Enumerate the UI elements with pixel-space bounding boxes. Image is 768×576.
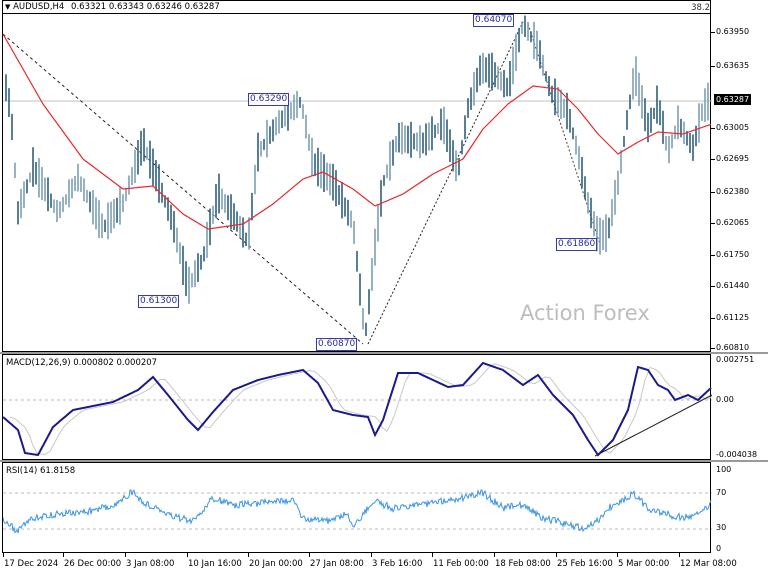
time-axis-tick: [617, 552, 618, 557]
rsi-axis-30: 30: [716, 523, 727, 532]
time-axis-tick: [125, 552, 126, 557]
annotation-low-61860[interactable]: 0.61860: [556, 238, 598, 251]
rsi-axis-70: 70: [716, 488, 727, 497]
pane-separator[interactable]: [0, 460, 768, 462]
price-axis-label: 0.60810: [716, 343, 750, 352]
time-axis-tick: [494, 552, 495, 557]
watermark: Action Forex: [520, 301, 650, 325]
price-axis-tick: [711, 286, 715, 287]
price-axis-tick: [711, 192, 715, 193]
time-axis-label: 10 Jan 16:00: [188, 559, 242, 569]
triangle-down-icon[interactable]: ▼: [5, 3, 11, 11]
time-axis-tick: [679, 552, 680, 557]
time-axis-tick: [187, 552, 188, 557]
moving-average-line: [3, 33, 712, 230]
time-axis-label: 26 Dec 00:00: [64, 559, 122, 569]
price-bars: [5, 15, 709, 336]
time-axis-label: 20 Jan 00:00: [249, 559, 303, 569]
macd-axis-min: -0.004038: [716, 450, 758, 459]
time-axis-label: 12 Mar 08:00: [680, 559, 737, 569]
price-axis-label: 0.61750: [716, 250, 750, 259]
macd-axis-max: 0.002751: [716, 355, 755, 364]
time-axis-label: 3 Jan 08:00: [126, 559, 175, 569]
current-price-tag: 0.63287: [714, 94, 752, 105]
price-axis-label: 0.62065: [716, 218, 750, 227]
time-axis-tick: [371, 552, 372, 557]
time-axis-label: 3 Feb 16:00: [372, 559, 423, 569]
pane-separator[interactable]: [0, 352, 768, 354]
price-axis-label: 0.62695: [716, 154, 750, 163]
rsi-axis-100: 100: [716, 465, 732, 474]
dashed-trendline-1: [3, 33, 364, 345]
time-axis-label: 17 Dec 2024: [4, 559, 59, 569]
time-axis-tick: [309, 552, 310, 557]
rsi-title: RSI(14) 61.8158: [6, 466, 76, 476]
price-axis-label: 0.61125: [716, 313, 750, 322]
time-axis-tick: [63, 552, 64, 557]
price-axis-tick: [711, 159, 715, 160]
time-axis-tick: [556, 552, 557, 557]
macd-axis-zero: 0.00: [716, 395, 734, 404]
macd-pane[interactable]: MACD(12,26,9) 0.000802 0.000207: [2, 354, 712, 460]
price-chart-svg: [3, 15, 712, 345]
symbol-dropdown[interactable]: ▼ AUDUSD,H4 0.63321 0.63343 0.63246 0.63…: [5, 2, 220, 12]
time-axis-tick: [3, 552, 4, 557]
macd-chart-svg: [3, 361, 712, 457]
price-axis-tick: [711, 318, 715, 319]
time-axis-label: 27 Jan 08:00: [310, 559, 364, 569]
price-axis-label: 0.63950: [716, 27, 750, 36]
fib-level-label: 38.2: [691, 3, 710, 13]
price-axis-tick: [711, 255, 715, 256]
price-axis-label: 0.63635: [716, 61, 750, 70]
macd-signal-line: [9, 363, 712, 456]
time-axis-label: 11 Feb 00:00: [433, 559, 489, 569]
price-axis-tick: [711, 128, 715, 129]
rsi-axis-0: 0: [716, 544, 722, 553]
price-axis-tick: [711, 223, 715, 224]
macd-title: MACD(12,26,9) 0.000802 0.000207: [6, 358, 158, 368]
rsi-line: [3, 488, 712, 534]
time-axis-label: 18 Feb 08:00: [495, 559, 551, 569]
dotted-trendline-2: [367, 21, 524, 345]
macd-main-line: [3, 361, 712, 457]
annotation-high-63290[interactable]: 0.63290: [248, 93, 290, 106]
price-axis-tick: [711, 32, 715, 33]
rsi-pane[interactable]: RSI(14) 61.8158: [2, 462, 712, 553]
time-axis-tick: [432, 552, 433, 557]
macd-trendline: [594, 394, 712, 457]
symbol-label: AUDUSD,H4: [13, 2, 65, 12]
annotation-low-60870[interactable]: 0.60870: [316, 338, 358, 351]
time-axis-tick: [248, 552, 249, 557]
annotation-low-61300[interactable]: 0.61300: [138, 295, 180, 308]
annotation-high-64070[interactable]: 0.64070: [473, 14, 515, 27]
rsi-chart-svg: [3, 488, 712, 534]
dotted-trendline-3: [527, 23, 601, 245]
price-axis-tick: [711, 348, 715, 349]
price-pane[interactable]: [2, 13, 712, 352]
time-axis-label: 5 Mar 00:00: [618, 559, 670, 569]
price-axis-tick: [711, 66, 715, 67]
price-axis-label: 0.63005: [716, 123, 750, 132]
price-axis-label: 0.61440: [716, 281, 750, 290]
price-axis-label: 0.62380: [716, 187, 750, 196]
ohlc-values: 0.63321 0.63343 0.63246 0.63287: [71, 2, 220, 12]
time-axis-label: 25 Feb 16:00: [557, 559, 613, 569]
